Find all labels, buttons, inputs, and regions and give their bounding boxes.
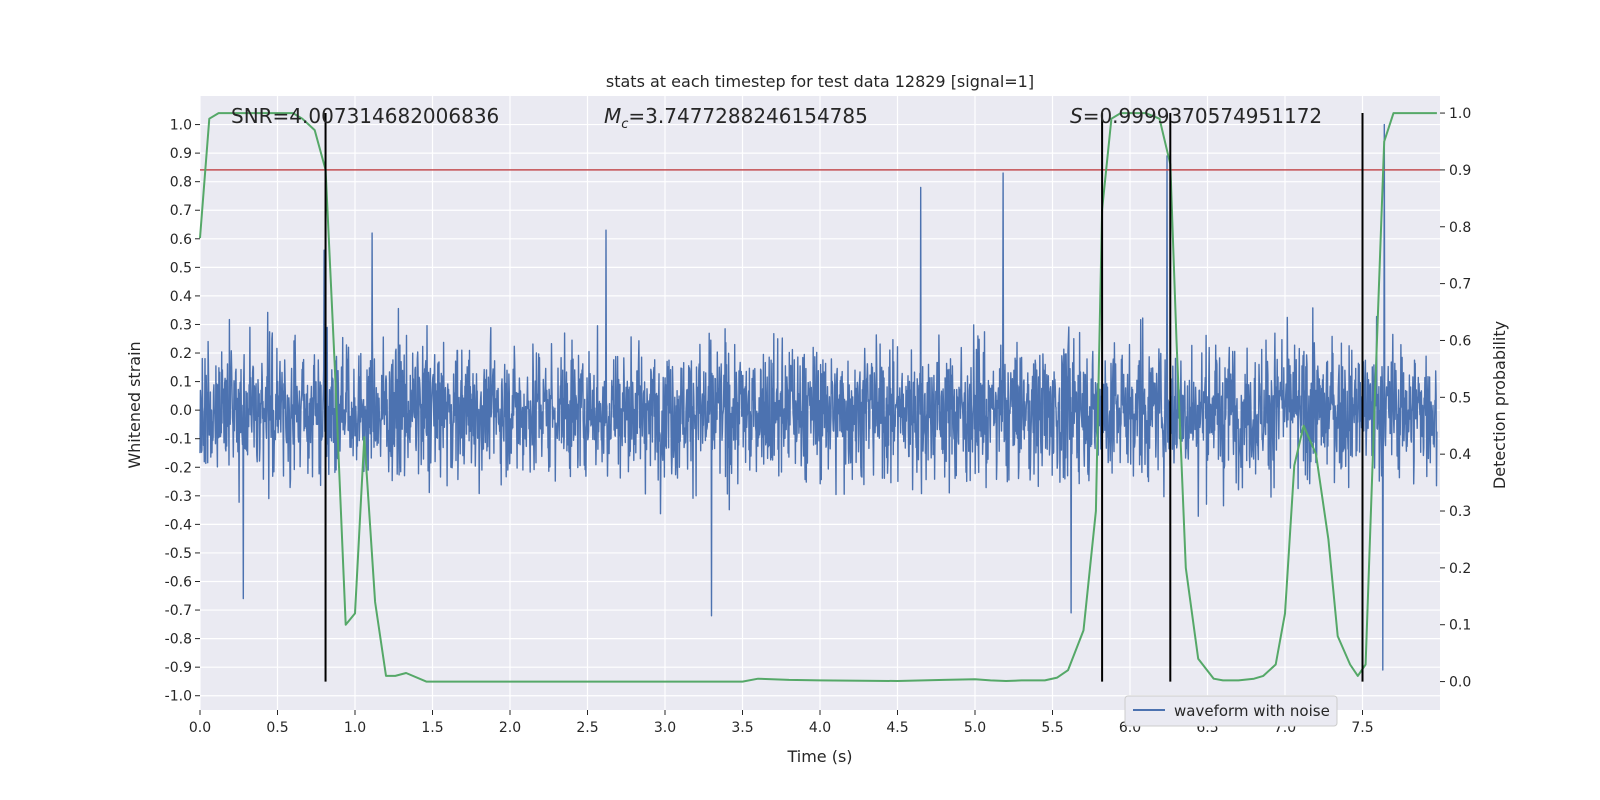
y-left-tick-label: 0.5: [170, 260, 192, 276]
y-left-tick-label: 1.0: [170, 118, 192, 134]
x-tick-label: 3.0: [654, 720, 676, 736]
vertical-markers: [324, 113, 1364, 682]
legend: waveform with noise: [1124, 695, 1338, 727]
x-tick-label: 2.5: [576, 720, 598, 736]
y-right-axis-label: Detection probability: [1490, 321, 1509, 489]
x-tick-label: 0.0: [189, 720, 211, 736]
chart-title: stats at each timestep for test data 128…: [606, 72, 1034, 91]
y-left-tick-label: 0.8: [170, 175, 192, 191]
y-left-axis-label: Whitened strain: [125, 341, 144, 468]
y-right-tick-label: 1.0: [1449, 106, 1471, 122]
y-left-tick-label: 0.2: [170, 346, 192, 362]
y-left-tick-label: -0.2: [165, 460, 192, 476]
y-right-tick-label: 0.9: [1449, 163, 1471, 179]
y-right-tick-label: 0.0: [1449, 675, 1471, 691]
y-right-tick-label: 0.6: [1449, 333, 1471, 349]
x-tick-label: 4.0: [809, 720, 831, 736]
y-right-tick-label: 0.7: [1449, 277, 1471, 293]
y-left-tick-label: 0.9: [170, 146, 192, 162]
y-left-tick-label: 0.7: [170, 203, 192, 219]
y-left-tick-label: -0.6: [165, 574, 192, 590]
x-tick-label: 0.5: [266, 720, 288, 736]
y-left-tick-label: -0.8: [165, 632, 192, 648]
y-left-tick-label: -0.3: [165, 489, 192, 505]
y-left-tick-label: -1.0: [165, 689, 192, 705]
y-left-tick-label: 0.1: [170, 375, 192, 391]
x-tick-label: 2.0: [499, 720, 521, 736]
snr-annotation: SNR=4.007314682006836: [231, 104, 499, 128]
x-tick-label: 5.5: [1041, 720, 1063, 736]
y-left-tick-label: 0.0: [170, 403, 192, 419]
y-right-tick-label: 0.2: [1449, 561, 1471, 577]
x-tick-label: 4.5: [886, 720, 908, 736]
y-left-tick-label: 0.4: [170, 289, 192, 305]
y-right-tick-label: 0.4: [1449, 447, 1471, 463]
x-tick-label: 5.0: [964, 720, 986, 736]
y-left-tick-label: -0.4: [165, 517, 192, 533]
y-right-tick-label: 0.5: [1449, 390, 1471, 406]
x-tick-label: 7.5: [1351, 720, 1373, 736]
y-left-tick-label: 0.6: [170, 232, 192, 248]
strain-line: [199, 123, 1438, 671]
y-right-tick-label: 0.1: [1449, 618, 1471, 634]
y-right-tick-label: 0.3: [1449, 504, 1471, 520]
probability-line: [199, 112, 1437, 683]
y-left-tick-label: 0.3: [170, 317, 192, 333]
legend-label: waveform with noise: [1174, 702, 1330, 720]
y-right-axis-ticks: 1.0 0.9 0.8 0.7 0.6 0.5 0.4 0.3 0.2 0.1 0.0: [1440, 106, 1471, 691]
probability-series: [199, 112, 1437, 683]
chirp-mass-annotation: Mc=3.7477288246154785: [604, 104, 868, 132]
y-left-tick-label: -0.1: [165, 432, 192, 448]
y-left-tick-label: -0.9: [165, 660, 192, 676]
strain-series: [199, 123, 1438, 671]
x-tick-label: 3.5: [731, 720, 753, 736]
score-annotation: S=0.9999370574951172: [1070, 104, 1322, 128]
y-left-tick-label: -0.7: [165, 603, 192, 619]
x-axis-label: Time (s): [786, 747, 852, 766]
legend-box: [1124, 695, 1338, 727]
y-right-tick-label: 0.8: [1449, 220, 1471, 236]
x-tick-label: 1.0: [344, 720, 366, 736]
y-left-tick-label: -0.5: [165, 546, 192, 562]
x-tick-label: 1.5: [421, 720, 443, 736]
y-left-axis-ticks: 1.0 0.9 0.8 0.7 0.6 0.5 0.4 0.3 0.2 0.1 0.0 -0.1 -0.…: [165, 118, 200, 705]
